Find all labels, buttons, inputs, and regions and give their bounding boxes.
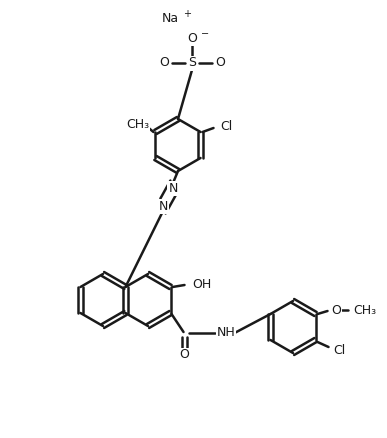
Text: S: S bbox=[188, 57, 196, 70]
Text: CH₃: CH₃ bbox=[127, 117, 149, 131]
Text: Cl: Cl bbox=[334, 343, 346, 357]
Text: O: O bbox=[215, 57, 225, 70]
Text: O: O bbox=[180, 349, 190, 361]
Text: NH: NH bbox=[216, 326, 235, 339]
Text: N: N bbox=[168, 181, 178, 194]
Text: OH: OH bbox=[192, 278, 212, 290]
Text: Na: Na bbox=[162, 11, 179, 25]
Text: N: N bbox=[158, 199, 168, 212]
Text: −: − bbox=[201, 29, 209, 39]
Text: +: + bbox=[183, 9, 191, 19]
Text: Cl: Cl bbox=[221, 120, 233, 134]
Text: O: O bbox=[332, 304, 341, 317]
Text: O: O bbox=[159, 57, 169, 70]
Text: CH₃: CH₃ bbox=[353, 304, 377, 317]
Text: O: O bbox=[187, 32, 197, 45]
